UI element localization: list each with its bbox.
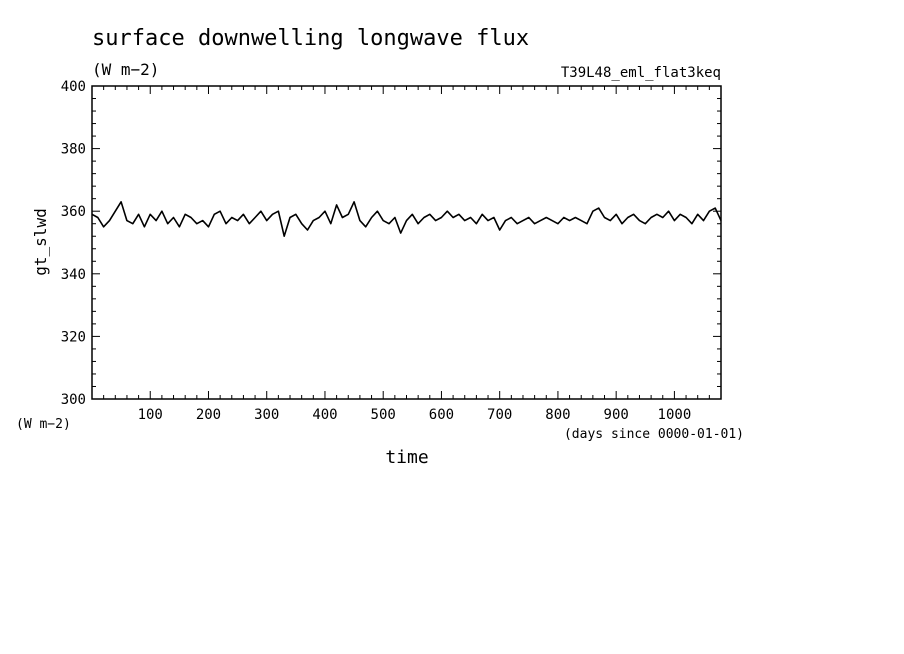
- x-tick-label: 700: [487, 407, 512, 423]
- x-tick-label: 200: [196, 407, 221, 423]
- y-tick-label: 300: [61, 392, 86, 408]
- chart-subtitle: (W m−2): [92, 60, 159, 79]
- y-axis-units: (W m−2): [16, 417, 71, 432]
- y-tick-label: 380: [61, 142, 86, 158]
- y-tick-label: 340: [61, 267, 86, 283]
- x-tick-label: 400: [312, 407, 337, 423]
- x-tick-label: 500: [371, 407, 396, 423]
- y-tick-label: 320: [61, 329, 86, 345]
- x-tick-label: 300: [254, 407, 279, 423]
- y-tick-label: 400: [61, 79, 86, 95]
- series-line: [91, 201, 722, 237]
- x-tick-label: 100: [138, 407, 163, 423]
- y-tick-labels: 300 320 340 360 380 400: [61, 79, 86, 408]
- x-tick-label: 800: [545, 407, 570, 423]
- plot-frame: [91, 85, 722, 400]
- x-tick-label: 600: [429, 407, 454, 423]
- y-axis-label: gt_slwd: [31, 208, 50, 275]
- chart-title: surface downwelling longwave flux: [92, 26, 529, 51]
- x-axis-units: (days since 0000-01-01): [564, 427, 744, 442]
- x-tick-label: 900: [604, 407, 629, 423]
- y-tick-label: 360: [61, 204, 86, 220]
- x-axis-label: time: [385, 447, 428, 468]
- experiment-label: T39L48_eml_flat3keq: [561, 65, 721, 81]
- axis-ticks: [92, 86, 721, 399]
- x-tick-label: 1000: [658, 407, 692, 423]
- x-tick-labels: 100 200 300 400 500 600 700 800 900 1000: [138, 407, 692, 423]
